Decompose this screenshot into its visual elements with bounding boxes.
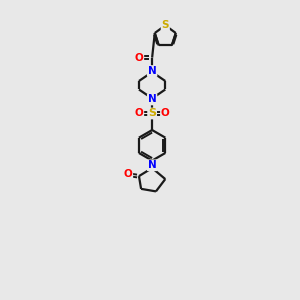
Text: N: N xyxy=(148,160,157,170)
Text: N: N xyxy=(148,66,157,76)
Text: O: O xyxy=(161,109,170,118)
Text: N: N xyxy=(148,94,157,104)
Text: S: S xyxy=(161,20,169,30)
Text: S: S xyxy=(148,109,156,118)
Text: O: O xyxy=(124,169,132,178)
Text: O: O xyxy=(135,52,143,63)
Text: O: O xyxy=(135,109,143,118)
